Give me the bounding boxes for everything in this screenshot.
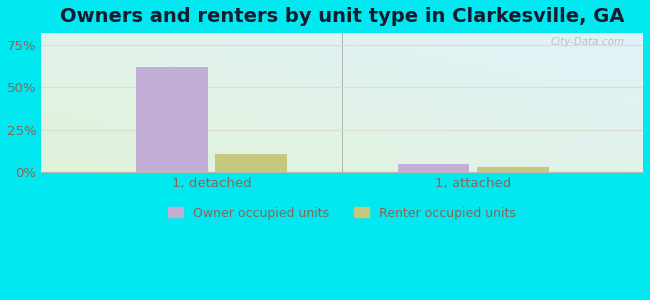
- Text: City-Data.com: City-Data.com: [551, 37, 625, 47]
- Bar: [136, 67, 208, 172]
- Bar: [476, 167, 549, 172]
- Legend: Owner occupied units, Renter occupied units: Owner occupied units, Renter occupied un…: [163, 202, 521, 224]
- Bar: [215, 154, 287, 172]
- Bar: [398, 164, 469, 172]
- Title: Owners and renters by unit type in Clarkesville, GA: Owners and renters by unit type in Clark…: [60, 7, 625, 26]
